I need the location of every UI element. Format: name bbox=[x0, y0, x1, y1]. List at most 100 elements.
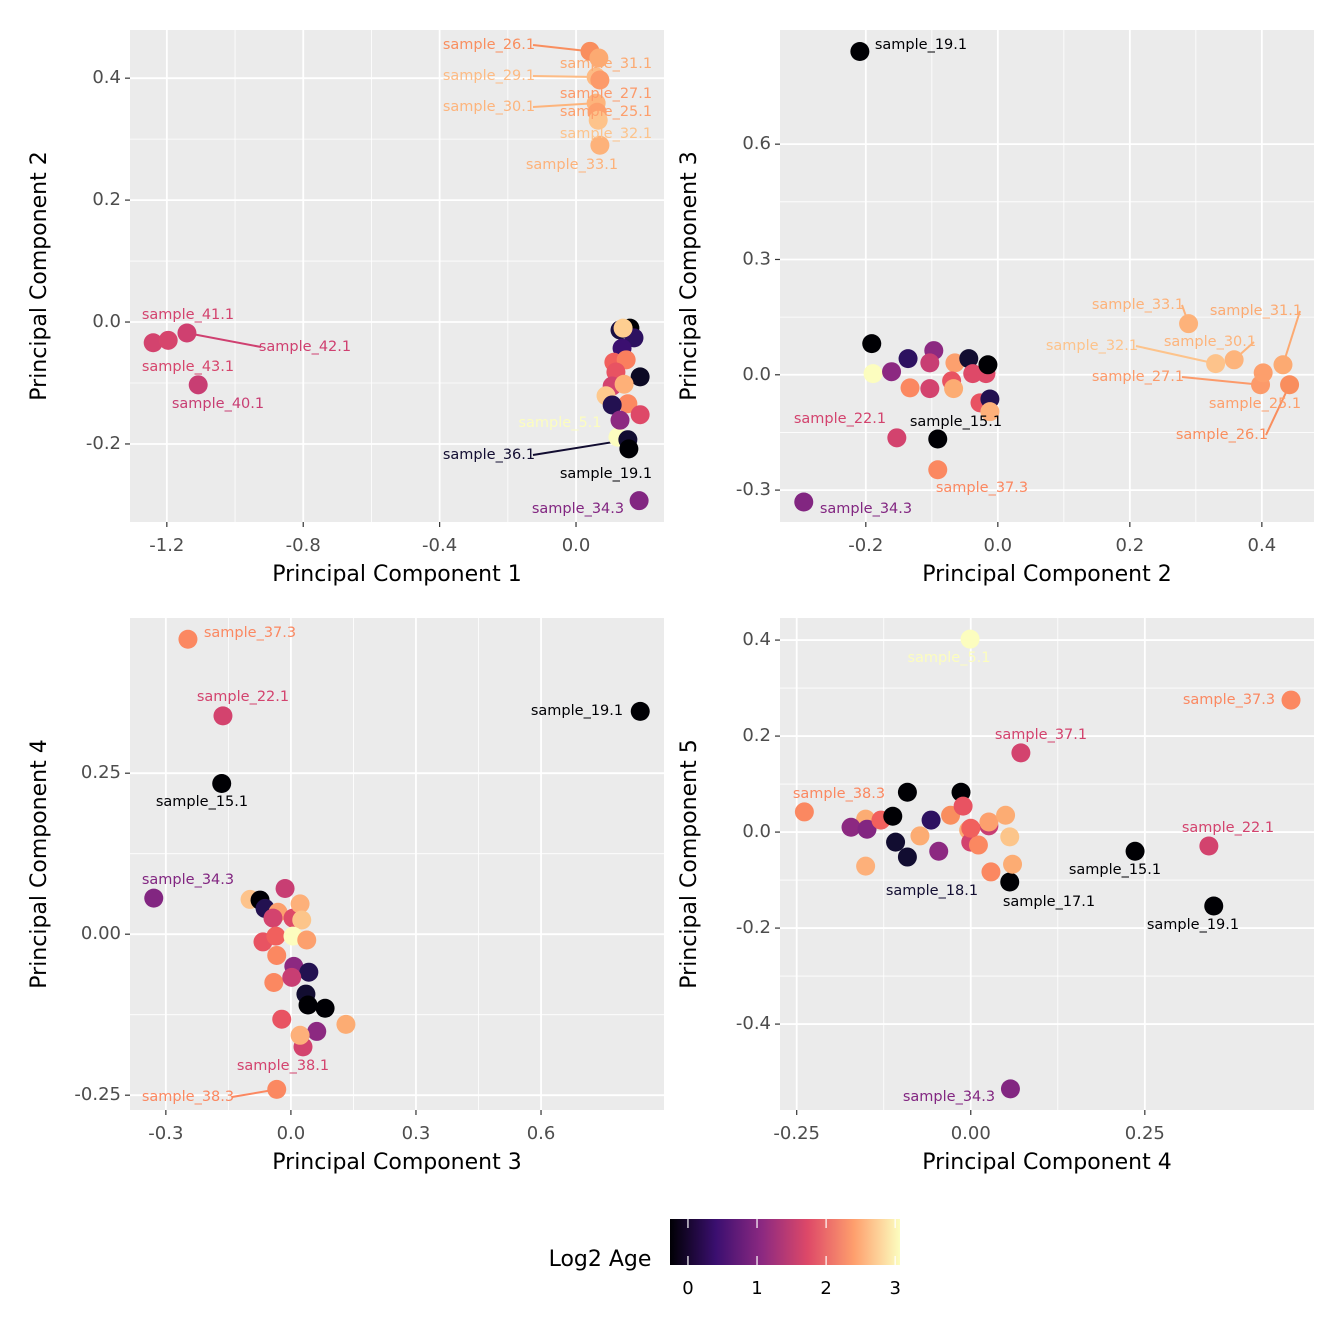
point bbox=[298, 995, 318, 1015]
label-leader bbox=[1135, 345, 1216, 365]
point-label: sample_22.1 bbox=[197, 689, 289, 705]
point bbox=[1204, 896, 1224, 916]
point bbox=[630, 701, 650, 721]
point bbox=[588, 110, 608, 130]
colorbar-label: 0 bbox=[682, 1278, 693, 1299]
y-tick-label: 0.6 bbox=[742, 133, 771, 154]
point bbox=[1281, 690, 1301, 710]
point bbox=[1125, 841, 1145, 861]
point bbox=[961, 818, 981, 838]
point bbox=[589, 48, 609, 68]
point bbox=[290, 1025, 310, 1045]
point-label: sample_37.3 bbox=[1183, 692, 1275, 708]
point-label: sample_37.3 bbox=[936, 480, 1028, 496]
point bbox=[897, 847, 917, 867]
x-tick-label: 0.2 bbox=[1116, 535, 1145, 556]
point bbox=[1000, 1079, 1020, 1099]
point-label: sample_34.3 bbox=[820, 501, 912, 517]
point bbox=[928, 429, 948, 449]
panel-background bbox=[130, 618, 664, 1110]
x-tick-label: -0.25 bbox=[773, 1123, 820, 1144]
point bbox=[980, 402, 1000, 422]
point bbox=[618, 394, 638, 414]
point bbox=[944, 379, 964, 399]
point bbox=[920, 353, 940, 373]
point bbox=[619, 439, 639, 459]
point bbox=[144, 888, 164, 908]
point bbox=[897, 782, 917, 802]
point bbox=[630, 367, 650, 387]
y-tick-label: -0.3 bbox=[736, 479, 771, 500]
x-tick-label: -0.3 bbox=[148, 1123, 183, 1144]
point-label: sample_15.1 bbox=[156, 794, 248, 810]
point bbox=[614, 374, 634, 394]
x-tick-label: -0.4 bbox=[422, 535, 457, 556]
label-leader bbox=[532, 44, 591, 53]
point bbox=[960, 629, 980, 649]
point-label: sample_42.1 bbox=[259, 339, 351, 355]
point bbox=[959, 349, 979, 369]
x-axis-title: Principal Component 2 bbox=[922, 562, 1171, 587]
point-label: sample_5.1 bbox=[518, 415, 601, 431]
y-tick-label: 0.0 bbox=[742, 364, 771, 385]
point bbox=[794, 492, 814, 512]
point bbox=[590, 70, 610, 90]
point-label: sample_26.1 bbox=[1176, 427, 1268, 443]
point-label: sample_41.1 bbox=[142, 307, 234, 323]
point bbox=[794, 802, 814, 822]
point bbox=[898, 349, 918, 369]
x-tick-label: 0.0 bbox=[277, 1123, 306, 1144]
point bbox=[841, 817, 861, 837]
x-tick-label: -1.2 bbox=[149, 535, 184, 556]
label-leader bbox=[1181, 376, 1261, 386]
point bbox=[910, 826, 930, 846]
point bbox=[1273, 355, 1293, 375]
point-label: sample_19.1 bbox=[560, 466, 652, 482]
x-tick-label: -0.8 bbox=[286, 535, 321, 556]
point bbox=[953, 796, 973, 816]
point-label: sample_17.1 bbox=[1003, 894, 1095, 910]
point bbox=[920, 379, 940, 399]
x-tick-label: 0.6 bbox=[527, 1123, 556, 1144]
point-label: sample_31.1 bbox=[1210, 303, 1302, 319]
point bbox=[929, 841, 949, 861]
point-label: sample_27.1 bbox=[1092, 369, 1184, 385]
point bbox=[1253, 363, 1273, 383]
point bbox=[177, 323, 197, 343]
point-label: sample_18.1 bbox=[886, 883, 978, 899]
point bbox=[1000, 827, 1020, 847]
y-tick-label: 0.2 bbox=[742, 725, 771, 746]
point-label: sample_30.1 bbox=[1164, 334, 1256, 350]
point bbox=[862, 334, 882, 354]
point bbox=[1003, 854, 1023, 874]
y-tick-label: 0.00 bbox=[81, 923, 121, 944]
colorbar-label: 2 bbox=[820, 1278, 831, 1299]
y-axis-title: Principal Component 2 bbox=[27, 151, 52, 400]
point bbox=[630, 405, 650, 425]
point-label: sample_30.1 bbox=[443, 99, 535, 115]
y-tick-label: -0.2 bbox=[736, 917, 771, 938]
y-tick-label: 0.4 bbox=[92, 67, 121, 88]
point bbox=[951, 782, 971, 802]
y-tick-label: 0.0 bbox=[92, 311, 121, 332]
point bbox=[275, 878, 295, 898]
point bbox=[921, 810, 941, 830]
y-tick-label: -0.2 bbox=[86, 433, 121, 454]
point bbox=[968, 835, 988, 855]
point bbox=[883, 806, 903, 826]
point-label: sample_15.1 bbox=[910, 414, 1002, 430]
legend-title: Log2 Age bbox=[549, 1247, 652, 1272]
point bbox=[900, 378, 920, 398]
point-label: sample_38.1 bbox=[237, 1058, 329, 1074]
point bbox=[590, 135, 610, 155]
point bbox=[1280, 375, 1300, 395]
point bbox=[263, 908, 283, 928]
point-label: sample_34.3 bbox=[903, 1089, 995, 1105]
y-tick-label: -0.25 bbox=[74, 1084, 121, 1105]
point bbox=[857, 819, 877, 839]
y-tick-label: 0.2 bbox=[92, 189, 121, 210]
point-label: sample_33.1 bbox=[526, 157, 618, 173]
x-axis-title: Principal Component 4 bbox=[922, 1150, 1171, 1175]
